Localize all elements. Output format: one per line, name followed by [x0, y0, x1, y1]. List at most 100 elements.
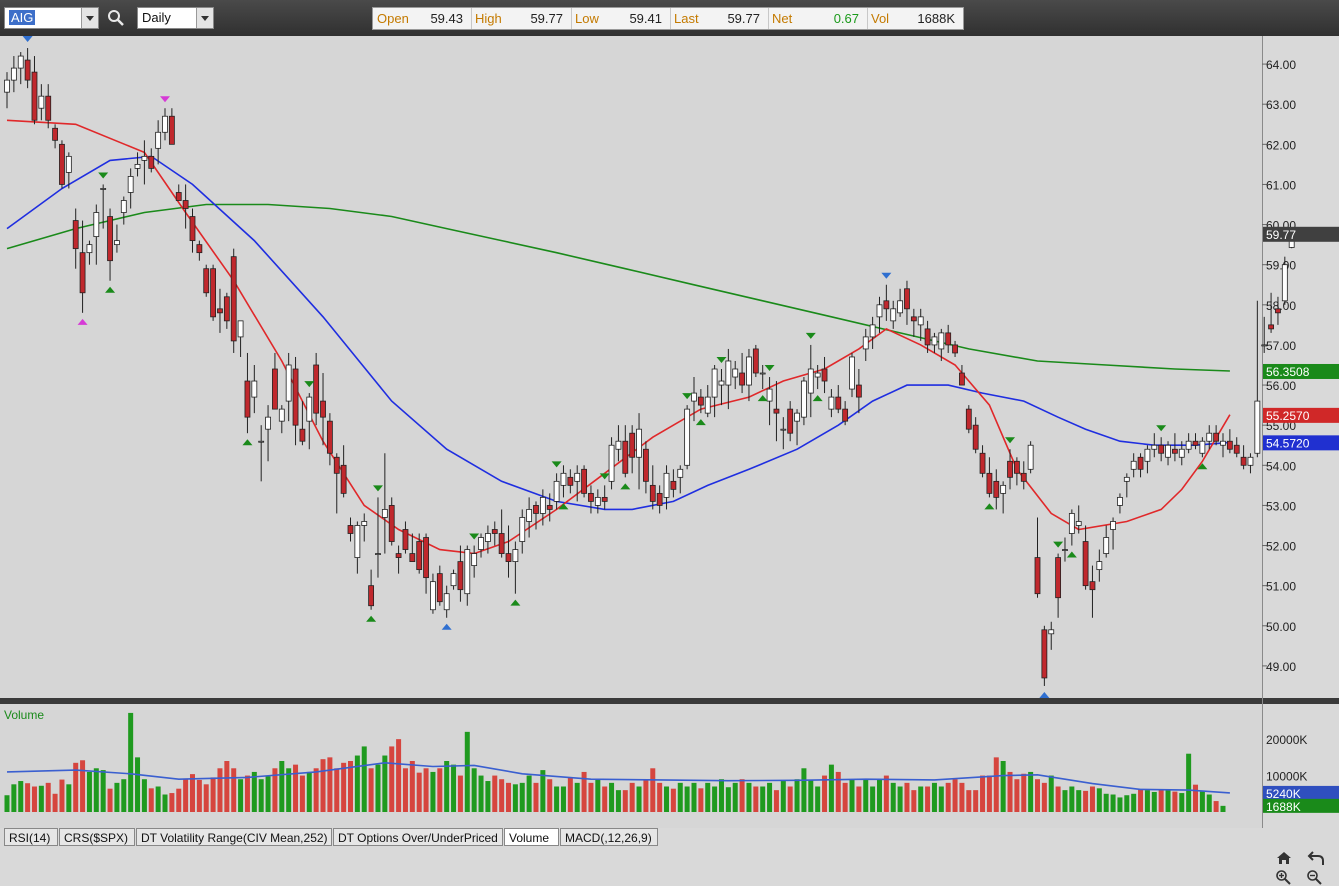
candle-body	[931, 336, 938, 346]
volume-bar	[52, 793, 58, 812]
candle-body	[1247, 456, 1254, 466]
volume-bar	[45, 782, 51, 812]
candle-body	[663, 472, 670, 498]
undo-icon[interactable]	[1307, 850, 1325, 866]
volume-bar	[375, 764, 381, 812]
zoom-in-icon[interactable]	[1275, 869, 1291, 885]
quote-value: 59.43	[430, 11, 463, 26]
study-tab[interactable]: CRS($SPX)	[59, 828, 135, 846]
candle-body	[313, 364, 320, 414]
volume-bar	[155, 786, 161, 812]
candle-body	[114, 240, 120, 246]
candle-body	[306, 396, 313, 422]
volume-bar	[210, 777, 216, 812]
quote-bar: Open 59.43 High 59.77 Low 59.41 Last 59.77 Net 0.…	[372, 7, 964, 30]
candle-body	[787, 408, 794, 434]
volume-bar	[753, 786, 759, 812]
study-tab[interactable]: DT Options Over/UnderPriced	[333, 828, 503, 846]
candle-body	[924, 328, 931, 346]
quote-cell-vol: Vol 1688K	[867, 8, 963, 29]
symbol-combo[interactable]: AIG	[4, 7, 99, 29]
volume-bar	[780, 781, 786, 812]
candle-body	[1027, 444, 1034, 470]
home-icon[interactable]	[1276, 850, 1292, 866]
candle-body	[1199, 440, 1206, 454]
volume-bar	[286, 768, 292, 812]
price-tick-label: 56.00	[1266, 379, 1296, 393]
volume-bar	[279, 761, 285, 812]
volume-bar	[959, 782, 965, 812]
candle-body	[1268, 324, 1274, 330]
candle-body	[471, 553, 478, 567]
candle-body	[546, 505, 553, 510]
candle-body	[553, 480, 560, 502]
volume-bar	[499, 779, 505, 812]
candle-body	[1144, 448, 1151, 462]
candle-body	[938, 332, 945, 350]
candle-body	[93, 212, 100, 238]
candle-body	[876, 304, 883, 318]
candle-body	[1075, 521, 1082, 526]
candle-body	[752, 348, 759, 374]
volume-bar	[931, 782, 937, 812]
volume-bar	[183, 778, 189, 812]
volume-bar	[876, 779, 882, 812]
chevron-down-icon[interactable]	[196, 8, 213, 28]
candle-body	[1158, 444, 1165, 454]
volume-bar	[952, 779, 958, 812]
volume-bar	[1220, 805, 1226, 812]
price-tag-label: 54.5720	[1266, 436, 1310, 450]
search-icon[interactable]	[107, 9, 125, 27]
interval-combo[interactable]: Daily	[137, 7, 214, 29]
quote-label: High	[475, 11, 502, 26]
candle-body	[244, 380, 251, 418]
volume-label: Volume	[4, 708, 44, 722]
study-tab[interactable]: Volume	[504, 828, 559, 846]
zoom-out-icon[interactable]	[1306, 869, 1322, 885]
volume-bar	[354, 755, 360, 812]
volume-bar	[1062, 790, 1068, 812]
volume-bar	[767, 782, 773, 812]
volume-tag-label: 1688K	[1266, 800, 1301, 814]
volume-bar	[808, 779, 814, 812]
chevron-down-icon[interactable]	[81, 8, 98, 28]
candle-body	[430, 581, 436, 611]
volume-bar	[31, 786, 37, 812]
price-chart[interactable]: 49.0050.0051.0052.0053.0054.0055.0056.00…	[0, 36, 1339, 828]
candle-body	[86, 244, 93, 254]
volume-bar	[437, 768, 443, 812]
candle-body	[10, 67, 17, 81]
volume-bar	[815, 786, 821, 812]
volume-bar	[258, 779, 264, 812]
study-tab[interactable]: RSI(14)	[4, 828, 58, 846]
study-tab[interactable]: DT Volatility Range(CIV Mean,252)	[136, 828, 332, 846]
candle-body	[759, 372, 766, 375]
candle-body	[120, 200, 127, 213]
candle-body	[72, 220, 79, 250]
price-tick-label: 49.00	[1266, 660, 1296, 674]
volume-bar	[18, 781, 24, 812]
volume-bar	[451, 764, 457, 812]
candle-body	[1068, 513, 1075, 534]
candle-body	[952, 344, 958, 354]
candle-body	[1062, 549, 1068, 551]
volume-bar	[993, 757, 999, 812]
volume-bar	[107, 788, 113, 812]
candle-body	[608, 444, 615, 482]
candle-body	[17, 55, 24, 69]
volume-bar	[1124, 795, 1130, 812]
price-tick-label: 63.00	[1266, 98, 1296, 112]
volume-bar	[1103, 793, 1109, 812]
candle-body	[203, 268, 210, 294]
volume-bar	[148, 788, 154, 812]
candle-body	[395, 553, 402, 558]
symbol-input[interactable]: AIG	[9, 10, 36, 25]
volume-bar	[746, 782, 752, 812]
candle-body	[904, 288, 910, 310]
volume-axis-label: 10000K	[1266, 770, 1307, 784]
volume-bar	[471, 768, 477, 812]
volume-bar	[643, 779, 649, 812]
volume-bar	[842, 782, 848, 812]
study-tab[interactable]: MACD(,12,26,9)	[560, 828, 658, 846]
price-tick-label: 50.00	[1266, 620, 1296, 634]
